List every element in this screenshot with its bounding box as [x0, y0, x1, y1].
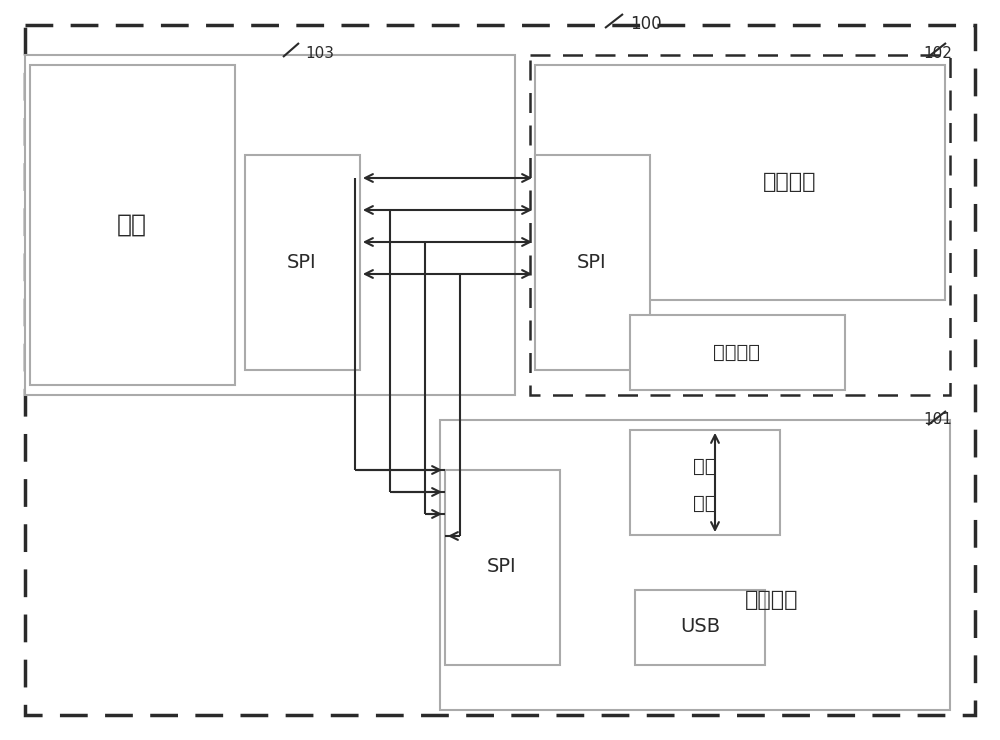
- Text: 101: 101: [923, 412, 952, 428]
- Bar: [530, 55, 950, 395]
- Bar: [30, 65, 235, 385]
- Text: 第一主机: 第一主机: [745, 590, 798, 610]
- Text: 102: 102: [923, 45, 952, 61]
- Text: SPI: SPI: [577, 252, 607, 272]
- Bar: [445, 470, 560, 665]
- Bar: [245, 155, 360, 370]
- Text: SPI: SPI: [287, 252, 317, 272]
- Bar: [630, 430, 780, 535]
- Text: 100: 100: [630, 15, 662, 33]
- Bar: [535, 155, 650, 370]
- Bar: [630, 315, 845, 390]
- Text: 从机: 从机: [117, 213, 147, 237]
- Text: USB: USB: [680, 617, 720, 636]
- Text: 接口: 接口: [693, 494, 717, 513]
- Text: 控制: 控制: [693, 457, 717, 477]
- Bar: [440, 420, 950, 710]
- Text: 103: 103: [305, 45, 334, 61]
- Text: SPI: SPI: [487, 557, 517, 576]
- Bar: [535, 65, 945, 300]
- Text: 第二主机: 第二主机: [762, 172, 816, 192]
- Text: 控制引脚: 控制引脚: [714, 343, 761, 362]
- Bar: [25, 55, 515, 395]
- Bar: [635, 590, 765, 665]
